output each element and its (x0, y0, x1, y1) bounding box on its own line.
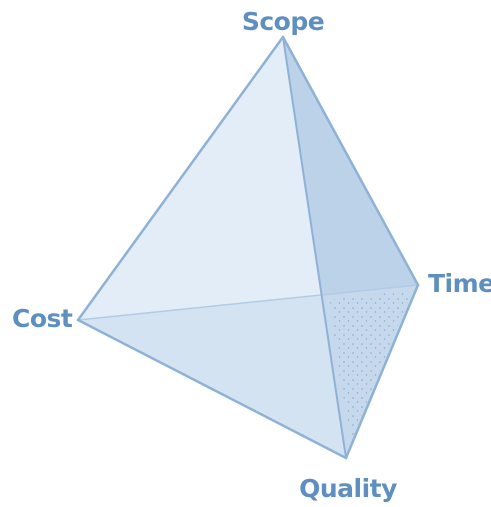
edge-scope-center (282, 36, 347, 459)
stipple-shading (330, 290, 412, 440)
edge-time-quality (344, 283, 420, 460)
edge-scope-cost (76, 35, 285, 322)
edge-cost-quality (76, 318, 348, 460)
edge-scope-time (281, 35, 420, 287)
label-time: Time (428, 269, 491, 298)
face-left (78, 37, 322, 320)
edge-cost-time (77, 284, 419, 321)
face-front-bottom (78, 295, 346, 458)
label-quality: Quality (299, 474, 397, 503)
label-scope: Scope (242, 7, 324, 36)
label-cost: Cost (12, 304, 73, 333)
